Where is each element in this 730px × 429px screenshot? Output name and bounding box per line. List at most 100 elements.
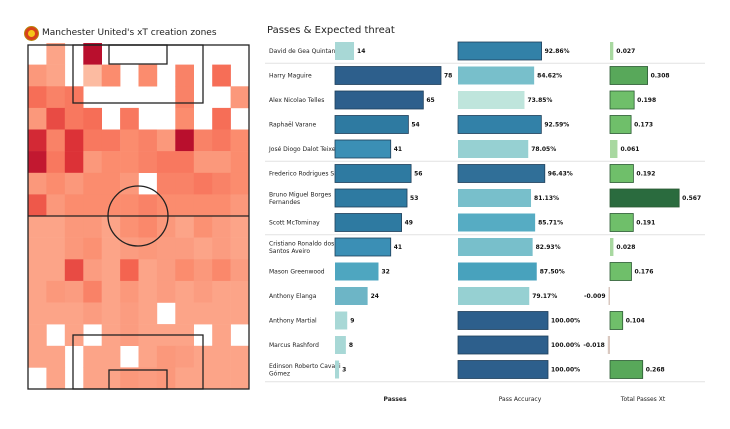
heatmap-cell bbox=[230, 280, 250, 303]
pass-accuracy-label: 100.00% bbox=[551, 367, 580, 374]
heatmap-cell bbox=[120, 216, 139, 238]
heatmap-cell bbox=[64, 216, 84, 238]
heatmap-cell bbox=[230, 86, 250, 109]
heatmap-cell bbox=[138, 194, 158, 217]
heatmap-cell bbox=[193, 194, 213, 217]
passes-bar bbox=[334, 237, 392, 257]
heatmap-cell bbox=[156, 367, 176, 390]
column-header-pass-accuracy: Pass Accuracy bbox=[499, 396, 542, 403]
heatmap-cell bbox=[120, 151, 139, 173]
passes-label: 65 bbox=[426, 97, 434, 104]
heatmap-cell bbox=[212, 107, 231, 130]
passes-label: 14 bbox=[357, 48, 365, 55]
player-name: Mason Greenwood bbox=[269, 269, 325, 276]
pass-accuracy-label: 85.71% bbox=[538, 220, 563, 227]
table-row: Alex Nicolao Telles 65 73.85% 0.198 bbox=[269, 90, 656, 110]
heatmap-cell bbox=[212, 259, 231, 282]
heatmap-cell bbox=[46, 259, 66, 282]
heatmap-cell bbox=[175, 129, 194, 152]
pass-accuracy-bar bbox=[457, 311, 549, 330]
heatmap-cell bbox=[28, 172, 47, 195]
heatmap-cell bbox=[101, 259, 121, 282]
heatmap-cell bbox=[138, 216, 158, 238]
pass-accuracy-label: 100.00% bbox=[551, 342, 580, 349]
pass-accuracy-label: 82.93% bbox=[536, 244, 561, 251]
passes-label: 78 bbox=[444, 73, 452, 80]
pass-accuracy-label: 92.86% bbox=[545, 48, 570, 55]
heatmap-cell bbox=[64, 107, 84, 130]
xt-bar bbox=[609, 115, 632, 134]
passes-bar bbox=[334, 139, 392, 159]
xt-label: 0.191 bbox=[636, 220, 655, 227]
heatmap-cell bbox=[46, 129, 66, 152]
heatmap-cell bbox=[46, 86, 66, 109]
heatmap-cell bbox=[64, 172, 84, 195]
heatmap-cell bbox=[212, 237, 231, 260]
heatmap-cell bbox=[83, 151, 102, 173]
table-row: Raphaël Varane 54 92.59% 0.173 bbox=[269, 115, 653, 134]
passes-label: 41 bbox=[394, 146, 402, 153]
pass-accuracy-label: 84.62% bbox=[537, 73, 562, 80]
xt-label: 0.268 bbox=[646, 367, 665, 374]
heatmap-cell bbox=[212, 324, 231, 346]
passes-bar bbox=[335, 360, 340, 379]
passes-label: 3 bbox=[342, 367, 346, 374]
heatmap-cell bbox=[46, 216, 66, 238]
heatmap-cell bbox=[83, 237, 102, 260]
heatmap-cell bbox=[193, 237, 213, 260]
heatmap-cell bbox=[83, 43, 102, 65]
pass-accuracy-bar bbox=[458, 287, 530, 305]
heatmap-cell bbox=[46, 367, 66, 390]
passes-label: 49 bbox=[405, 220, 413, 227]
top-six-yard-box bbox=[108, 44, 168, 65]
player-name: David de Gea Quintana bbox=[269, 48, 339, 55]
heatmap-cell bbox=[28, 302, 47, 325]
pass-accuracy-bar bbox=[457, 115, 542, 134]
pass-accuracy-label: 96.43% bbox=[548, 171, 573, 178]
heatmap-cell bbox=[175, 151, 194, 173]
heatmap-cell bbox=[156, 151, 176, 173]
heatmap-cell bbox=[212, 216, 231, 238]
heatmap-cell bbox=[46, 237, 66, 260]
heatmap-cell bbox=[101, 280, 121, 303]
heatmap-cell bbox=[64, 259, 84, 282]
heatmap-cell bbox=[83, 216, 102, 238]
heatmap-cell bbox=[175, 64, 194, 87]
table-row: Harry Maguire 78 84.62% 0.308 bbox=[269, 66, 670, 85]
heatmap-cell bbox=[28, 345, 47, 368]
heatmap-cell bbox=[101, 237, 121, 260]
passes-bar bbox=[334, 164, 412, 183]
heatmap-cell bbox=[101, 64, 121, 87]
xt-bar bbox=[609, 188, 680, 208]
xt-bar bbox=[609, 164, 634, 183]
manchester-united-crest-icon bbox=[24, 25, 39, 41]
table-row: José Diogo Dalot Teixeira 41 78.05% 0.061 bbox=[268, 139, 639, 159]
passes-label: 8 bbox=[349, 342, 353, 349]
heatmap-title-text: Manchester United's xT creation zones bbox=[42, 28, 217, 38]
table-row: Marcus Rashford 8 100.00% -0.018 bbox=[269, 335, 610, 355]
heatmap-cell bbox=[230, 302, 250, 325]
pass-accuracy-bar bbox=[458, 213, 536, 232]
centre-circle bbox=[107, 185, 169, 247]
xt-bar bbox=[608, 287, 610, 305]
pass-accuracy-bar bbox=[457, 164, 546, 183]
heatmap-cell bbox=[101, 345, 121, 368]
heatmap-cell bbox=[175, 259, 194, 282]
player-name: José Diogo Dalot Teixeira bbox=[268, 146, 344, 153]
passes-bar bbox=[335, 287, 368, 305]
pass-accuracy-bar bbox=[457, 335, 549, 355]
pass-accuracy-label: 92.59% bbox=[544, 122, 569, 129]
heatmap-cell bbox=[193, 216, 213, 238]
pitch-heatmap bbox=[27, 43, 250, 390]
xt-bar bbox=[607, 336, 610, 354]
heatmap-cell bbox=[64, 129, 84, 152]
heatmap-cell bbox=[46, 194, 66, 217]
xt-label: 0.567 bbox=[682, 195, 701, 202]
heatmap-cell bbox=[46, 64, 66, 87]
heatmap-cell bbox=[83, 302, 102, 325]
heatmap-cell bbox=[101, 129, 121, 152]
heatmap-cell bbox=[83, 194, 102, 217]
pass-accuracy-bar bbox=[457, 360, 549, 379]
pass-accuracy-bar bbox=[458, 140, 529, 158]
